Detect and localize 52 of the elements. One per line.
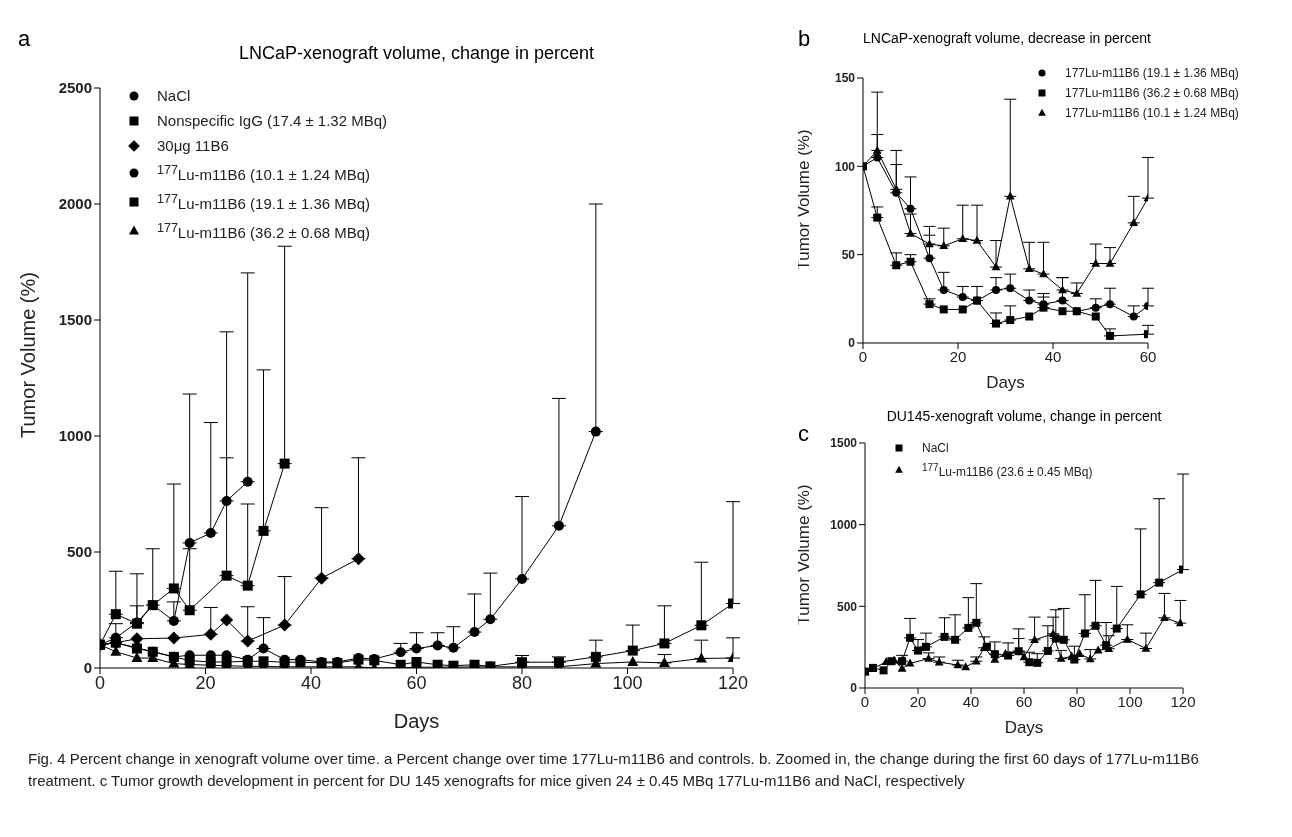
x-tick-label: 40 bbox=[300, 672, 322, 693]
y-tick-label: 2000 bbox=[58, 195, 92, 213]
legend-label: $^{177}$Lu-m11B6 (36.2 ± 0.68 MBq) bbox=[157, 220, 371, 243]
y-tick-label: 1500 bbox=[830, 436, 858, 451]
x-tick-label: 80 bbox=[511, 672, 533, 693]
x-tick-label: 60 bbox=[1139, 347, 1157, 365]
legend-label: 177Lu-m11B6 (10.1 ± 1.24 MBq) bbox=[1065, 105, 1239, 122]
x-tick-label: 20 bbox=[949, 347, 967, 365]
legend-label: $^{177}$Lu-m11B6 (10.1 ± 1.24 MBq) bbox=[157, 162, 371, 185]
y-tick-label: 0 bbox=[848, 336, 856, 351]
x-axis-title: Days bbox=[393, 710, 440, 732]
y-tick-label: 1500 bbox=[58, 311, 92, 329]
legend-label: $^{177}$Lu-m11B6 (23.6 ± 0.45 MBq) bbox=[922, 461, 1093, 481]
y-tick-label: 0 bbox=[83, 659, 92, 677]
text: a bbox=[18, 26, 31, 52]
x-tick-label: 120 bbox=[1170, 692, 1196, 710]
legend-label: NaCl bbox=[157, 86, 191, 106]
y-tick-label: 500 bbox=[66, 543, 92, 561]
x-tick-label: 120 bbox=[717, 672, 749, 693]
x-tick-label: 0 bbox=[860, 692, 870, 710]
legend-label: 30μg 11B6 bbox=[157, 136, 229, 156]
x-tick-label: 60 bbox=[1015, 692, 1033, 710]
legend-label: Nonspecific IgG (17.4 ± 1.32 MBq) bbox=[157, 111, 388, 131]
legend-label: NaCl bbox=[922, 440, 949, 457]
legend-label: 177Lu-m11B6 (36.2 ± 0.68 MBq) bbox=[1065, 85, 1239, 102]
x-axis-title: Days bbox=[986, 373, 1025, 392]
y-tick-label: 50 bbox=[841, 247, 856, 262]
y-tick-label: 1000 bbox=[58, 427, 92, 445]
x-tick-label: 20 bbox=[195, 672, 216, 693]
x-tick-label: 60 bbox=[406, 672, 427, 693]
legend-label: 177Lu-m11B6 (19.1 ± 1.36 MBq) bbox=[1065, 65, 1239, 82]
x-axis-title: Days bbox=[1004, 718, 1044, 737]
x-tick-label: 40 bbox=[962, 692, 980, 710]
legend-label: $^{177}$Lu-m11B6 (19.1 ± 1.36 MBq) bbox=[157, 191, 371, 214]
y-tick-label: 2500 bbox=[58, 79, 92, 97]
y-tick-label: 500 bbox=[836, 599, 858, 614]
y-tick-label: 100 bbox=[834, 159, 856, 174]
chart-title: LNCaP-xenograft volume, decrease in percent bbox=[863, 30, 1151, 46]
x-tick-label: 40 bbox=[1044, 347, 1062, 365]
y-tick-label: 1000 bbox=[830, 517, 858, 532]
y-tick-label: 150 bbox=[834, 71, 856, 86]
x-tick-label: 20 bbox=[909, 692, 927, 710]
x-tick-label: 80 bbox=[1068, 692, 1086, 710]
chart-title: LNCaP-xenograft volume, change in percent bbox=[237, 43, 596, 64]
text: c bbox=[798, 421, 809, 447]
text: b bbox=[798, 26, 811, 52]
y-axis-title: Tumor Volume (%) bbox=[17, 272, 40, 438]
chart-title: DU145-xenograft volume, change in percent bbox=[885, 408, 1163, 424]
caption: Fig. 4 Percent change in xenograft volume over time. a Percent change over time 177Lu-m11B6 and controls. b. Zoomed in, the change during the first 60 days of 177Lu-m11B6 treatment. c Tumor growth development in percent for DU 145 xenografts for mice given 24 ± 0.45 MBq 177Lu-m11B6 and NaCl, respectively bbox=[28, 749, 1200, 791]
x-tick-label: 100 bbox=[612, 672, 643, 693]
x-tick-label: 100 bbox=[1117, 692, 1143, 710]
x-tick-label: 0 bbox=[94, 672, 106, 693]
